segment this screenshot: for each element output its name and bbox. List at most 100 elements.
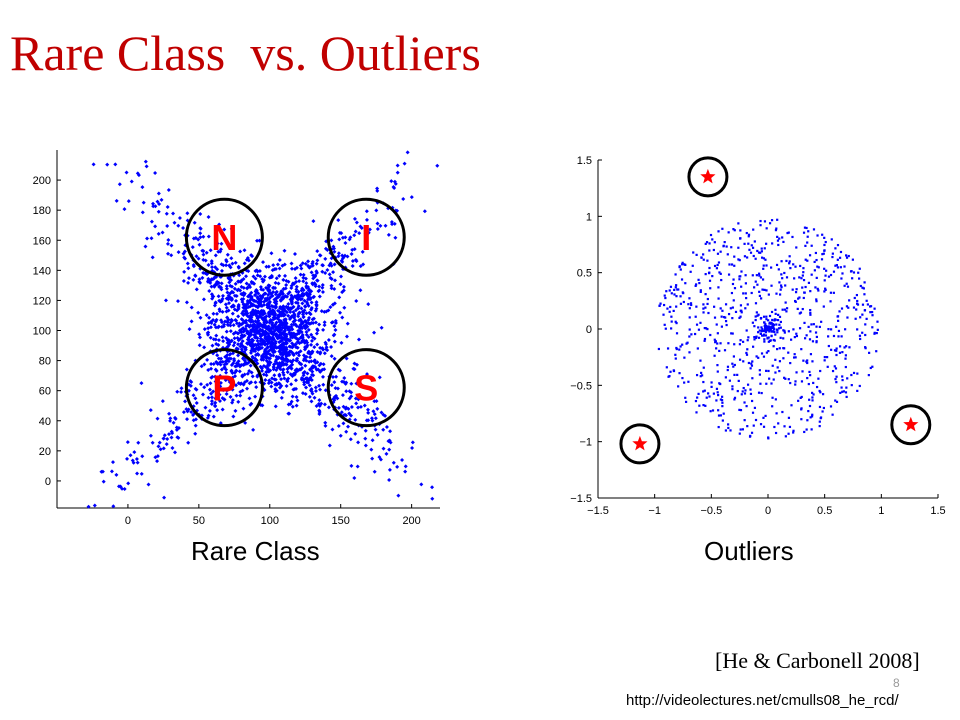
data-point [308,352,313,357]
data-point [193,423,198,428]
data-point [775,292,778,295]
data-point [733,373,736,377]
data-point [770,382,773,385]
data-point [844,391,848,394]
data-point [206,262,211,267]
data-point [767,340,770,343]
data-point [220,309,225,314]
data-point [224,257,229,262]
data-point [817,377,820,380]
data-point [150,255,155,260]
data-point [253,394,258,399]
data-point [764,331,768,334]
data-point [218,384,223,389]
data-point [776,347,779,351]
data-point [393,181,398,186]
source-url[interactable]: http://videolectures.net/cmulls08_he_rcd… [626,692,899,709]
data-point [209,399,214,404]
data-point [762,264,765,267]
data-point [269,380,274,385]
data-point [703,339,706,342]
data-point [202,327,207,332]
data-point [694,399,698,403]
data-point [323,270,328,275]
data-point [304,284,309,289]
data-point [711,409,715,412]
data-point [317,403,322,408]
data-point [690,333,693,336]
data-point [202,345,207,350]
data-point [668,289,671,292]
data-point [345,254,350,259]
data-point [724,316,727,319]
data-point [841,390,844,393]
data-point [122,487,127,492]
data-point [375,406,380,411]
rare-class-circle [326,197,406,277]
data-point [822,406,825,410]
data-point [754,315,757,318]
data-point [320,374,325,379]
data-point [787,378,790,381]
data-point [290,297,295,302]
data-point [859,316,862,319]
data-point [332,262,337,267]
data-point [818,424,821,428]
rare-class-circle [184,197,264,277]
left-x-tick-label: 100 [261,515,279,527]
data-point [373,427,378,432]
data-point [741,428,744,431]
data-point [783,271,786,275]
data-point [765,289,768,292]
data-point [259,341,264,346]
data-point [728,379,731,382]
data-point [278,367,283,372]
data-point [228,356,233,361]
data-point [710,381,713,384]
data-point [274,289,279,294]
data-point [392,185,397,190]
data-point [743,401,746,404]
data-point [733,398,736,401]
data-point [267,300,272,305]
data-point [165,241,170,246]
data-point [286,291,291,296]
data-point [279,377,284,382]
data-point [365,407,370,412]
data-point [742,340,745,343]
data-point [854,317,857,320]
data-point [307,383,312,388]
data-point [284,383,289,388]
data-point [864,323,867,326]
rare-class-caption: Rare Class [191,536,320,566]
data-point [331,244,336,249]
data-point [393,235,398,240]
data-point [840,335,843,338]
data-point [801,286,804,289]
data-point [191,393,196,398]
data-point [823,249,826,252]
data-point [245,314,250,319]
data-point [744,307,747,310]
data-point [749,367,752,370]
data-point [750,244,753,247]
data-point [274,299,279,304]
data-point [731,332,734,335]
data-point [729,429,732,432]
data-point [809,308,812,312]
data-point [292,315,297,320]
data-point [773,330,776,334]
data-point [349,394,354,399]
data-point [313,360,318,365]
data-point [774,431,778,435]
data-point [266,288,271,293]
data-point [315,278,320,283]
data-point [273,324,278,329]
left-y-tick-label: 160 [33,235,51,247]
data-point [718,271,721,274]
data-point [377,455,382,460]
data-point [255,361,260,366]
data-point [139,471,144,476]
data-point [841,375,844,378]
data-point [706,302,709,306]
